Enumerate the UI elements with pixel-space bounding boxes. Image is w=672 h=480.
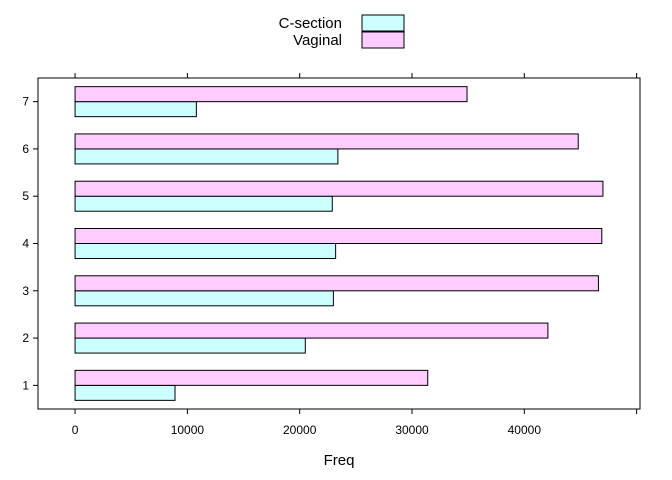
x-tick-label-20000: 20000 — [283, 423, 317, 437]
bar-c-section-3 — [74, 290, 334, 307]
bar-c-section-6 — [74, 148, 339, 165]
bar-vaginal-7 — [74, 86, 468, 103]
legend-label-vaginal: Vaginal — [293, 32, 342, 49]
bar-c-section-5 — [74, 195, 333, 212]
bars-group — [74, 86, 604, 401]
x-tick-label-40000: 40000 — [508, 423, 542, 437]
y-tick-label-4: 4 — [22, 237, 29, 251]
legend-swatch-c-section — [361, 14, 405, 32]
y-tick-label-6: 6 — [22, 142, 29, 156]
bar-vaginal-3 — [74, 275, 599, 292]
x-axis: 0 10000 20000 30000 40000 — [72, 73, 638, 437]
y-tick-label-1: 1 — [22, 378, 29, 392]
bar-c-section-2 — [74, 337, 306, 354]
x-tick-label-10000: 10000 — [171, 423, 205, 437]
y-tick-label-5: 5 — [22, 189, 29, 203]
y-tick-label-7: 7 — [22, 95, 29, 109]
x-tick-label-30000: 30000 — [395, 423, 429, 437]
legend-swatch-vaginal — [361, 31, 405, 49]
bar-vaginal-4 — [74, 228, 603, 244]
x-axis-title: Freq — [324, 452, 355, 469]
y-tick-label-3: 3 — [22, 284, 29, 298]
bar-vaginal-5 — [74, 180, 604, 197]
x-tick-label-0: 0 — [72, 423, 79, 437]
bar-c-section-4 — [74, 243, 337, 259]
bar-c-section-7 — [74, 101, 197, 118]
bar-vaginal-2 — [74, 322, 549, 339]
legend-label-c-section: C-section — [279, 15, 342, 32]
y-axis: 1 2 3 4 5 6 7 — [22, 95, 38, 392]
y-tick-label-2: 2 — [22, 331, 29, 345]
bar-vaginal-6 — [74, 133, 579, 150]
bar-vaginal-1 — [74, 369, 429, 386]
bar-c-section-1 — [74, 384, 176, 401]
